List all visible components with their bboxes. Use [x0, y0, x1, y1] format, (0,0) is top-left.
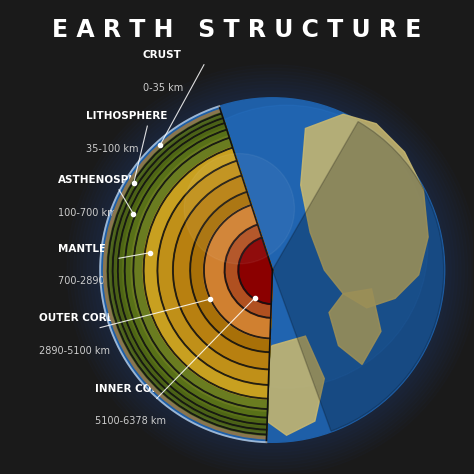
Wedge shape	[157, 160, 273, 385]
Text: E A R T H   S T R U C T U R E: E A R T H S T R U C T U R E	[52, 18, 422, 42]
Wedge shape	[122, 128, 273, 420]
Wedge shape	[203, 204, 273, 339]
Wedge shape	[143, 147, 273, 399]
Text: 100-700 km: 100-700 km	[58, 208, 116, 218]
Wedge shape	[131, 136, 273, 411]
Circle shape	[100, 98, 445, 442]
Wedge shape	[273, 122, 444, 431]
Text: 700-2890 km: 700-2890 km	[58, 276, 122, 286]
Wedge shape	[111, 117, 273, 431]
Text: 35-100 km: 35-100 km	[86, 144, 138, 154]
Wedge shape	[104, 109, 273, 439]
Text: LITHOSPHERE: LITHOSPHERE	[86, 111, 167, 121]
Polygon shape	[329, 289, 381, 365]
Wedge shape	[190, 191, 273, 353]
Text: 2890-5100 km: 2890-5100 km	[39, 346, 110, 356]
Wedge shape	[238, 237, 273, 304]
Text: INNER CORE: INNER CORE	[95, 383, 167, 394]
Circle shape	[146, 105, 428, 388]
Text: MANTLE: MANTLE	[58, 244, 106, 254]
Wedge shape	[117, 122, 273, 426]
Wedge shape	[224, 224, 273, 318]
Text: OUTER CORE: OUTER CORE	[39, 313, 113, 323]
Wedge shape	[173, 175, 273, 370]
Polygon shape	[301, 114, 428, 308]
Text: ASTHENOSPHERE: ASTHENOSPHERE	[58, 175, 160, 185]
Text: 5100-6378 km: 5100-6378 km	[95, 416, 166, 426]
Polygon shape	[244, 336, 324, 435]
Circle shape	[184, 154, 294, 264]
Text: 0-35 km: 0-35 km	[143, 82, 183, 92]
Text: CRUST: CRUST	[143, 50, 182, 60]
Wedge shape	[107, 113, 273, 435]
